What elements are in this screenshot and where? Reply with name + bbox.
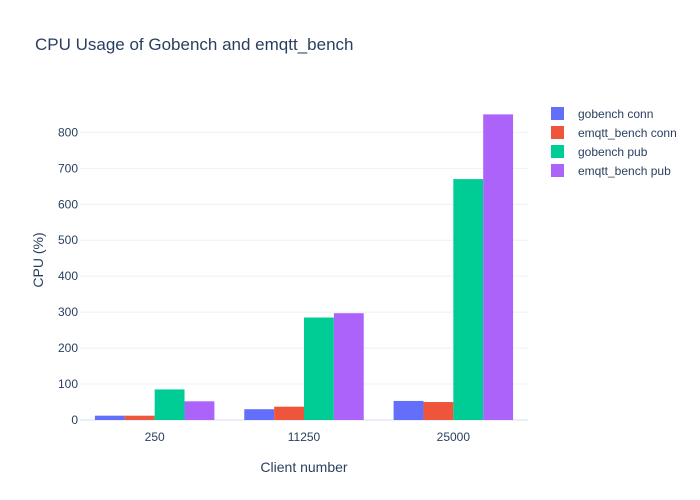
y-tick-label: 200 (58, 341, 78, 355)
legend-swatch[interactable] (551, 126, 564, 139)
bar-emqtt-bench-conn-11250[interactable] (274, 406, 304, 420)
chart-title: CPU Usage of Gobench and emqtt_bench (35, 35, 353, 54)
bar-emqtt-bench-conn-25000[interactable] (423, 402, 454, 420)
bar-gobench-pub-11250[interactable] (304, 317, 334, 420)
y-tick-label: 100 (58, 377, 78, 391)
bar-gobench-conn-250[interactable] (94, 415, 125, 420)
legend-swatch[interactable] (551, 107, 564, 120)
bar-emqtt-bench-pub-11250[interactable] (333, 313, 364, 420)
y-tick-label: 0 (71, 413, 78, 427)
bar-emqtt-bench-conn-250[interactable] (124, 415, 155, 420)
y-tick-label: 800 (58, 125, 78, 139)
bars (94, 114, 514, 420)
bar-gobench-pub-25000[interactable] (453, 179, 484, 420)
bar-gobench-conn-25000[interactable] (393, 400, 424, 420)
y-axis-title: CPU (%) (30, 232, 46, 287)
y-tick-label: 300 (58, 305, 78, 319)
y-tick-label: 700 (58, 161, 78, 175)
x-axis-ticks: 250 11250 25000 (145, 430, 471, 444)
x-axis-title: Client number (260, 459, 347, 475)
y-tick-label: 600 (58, 197, 78, 211)
bar-emqtt-bench-pub-250[interactable] (184, 401, 215, 420)
legend-swatch[interactable] (551, 164, 564, 177)
y-tick-label: 500 (58, 233, 78, 247)
bar-gobench-pub-250[interactable] (154, 389, 185, 420)
x-tick-label: 11250 (288, 430, 321, 444)
bar-emqtt-bench-pub-25000[interactable] (483, 114, 514, 420)
bar-gobench-conn-11250[interactable] (244, 409, 275, 420)
legend-label[interactable]: gobench pub (578, 145, 648, 159)
legend-swatch[interactable] (551, 145, 564, 158)
legend-label[interactable]: emqtt_bench conn (578, 126, 677, 140)
y-tick-label: 400 (58, 269, 78, 283)
legend[interactable]: gobench conn emqtt_bench conn gobench pub e… (551, 107, 677, 178)
y-axis-ticks: 0 100 200 300 400 500 600 700 800 (58, 125, 78, 427)
legend-label[interactable]: gobench conn (578, 107, 653, 121)
x-tick-label: 25000 (437, 430, 471, 444)
legend-label[interactable]: emqtt_bench pub (578, 164, 671, 178)
x-tick-label: 250 (145, 430, 165, 444)
